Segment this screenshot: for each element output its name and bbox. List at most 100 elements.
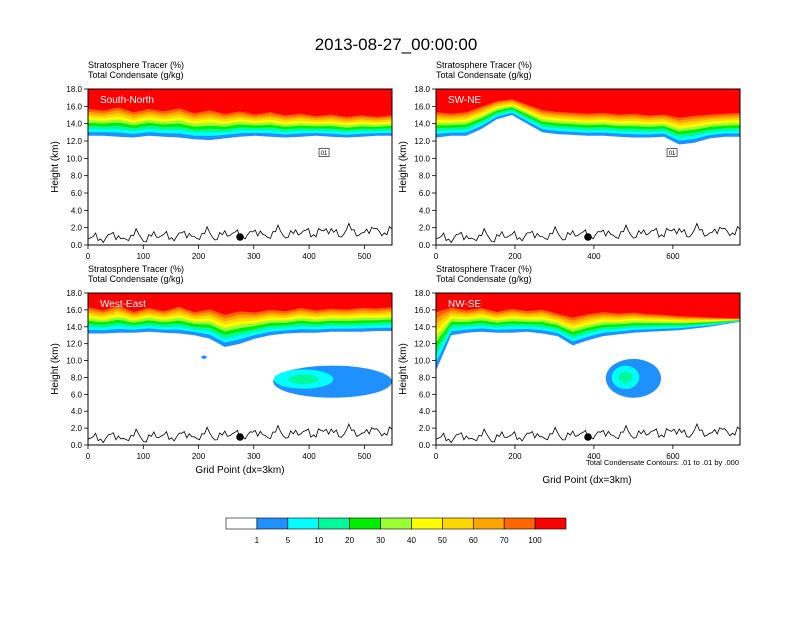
plot-area	[88, 293, 392, 444]
panel-label: SW-NE	[448, 95, 481, 106]
y-tick-label: 4.0	[419, 206, 431, 215]
x-tick-label: 300	[247, 252, 261, 261]
colorbar-swatch	[411, 517, 443, 530]
colorbar-swatch	[318, 517, 350, 530]
y-tick-label: 10.0	[66, 154, 82, 163]
tracer-band	[436, 89, 740, 118]
panel-label: West-East	[100, 299, 146, 310]
contour-label: 01	[669, 151, 676, 157]
plot-frame	[87, 292, 393, 446]
panel-sw-ne: Stratosphere Tracer (%)Total Condensate …	[398, 60, 741, 261]
x-tick-label: 0	[434, 452, 439, 461]
colorbar-swatch	[349, 517, 381, 530]
tracer-band	[88, 89, 392, 117]
x-tick-label: 0	[86, 252, 91, 261]
y-tick-label: 18.0	[66, 85, 82, 94]
x-tick-label: 300	[247, 452, 261, 461]
panel-nw-se: Stratosphere Tracer (%)Total Condensate …	[398, 264, 741, 461]
colorbar-label: 5	[286, 536, 291, 545]
x-tick-label: 100	[137, 452, 151, 461]
field-label: Total Condensate (g/kg)	[436, 274, 532, 284]
y-tick-label: 12.0	[66, 137, 82, 146]
x-tick-label: 500	[358, 452, 372, 461]
location-marker	[584, 233, 592, 241]
colorbar-label: 70	[500, 536, 509, 545]
y-tick-label: 8.0	[71, 373, 83, 382]
colorbar-swatch	[534, 517, 567, 530]
x-axis-label-right: Grid Point (dx=3km)	[542, 475, 631, 486]
y-tick-label: 0.0	[71, 241, 83, 250]
cloud-core-inner	[618, 371, 633, 384]
field-label: Total Condensate (g/kg)	[436, 70, 532, 80]
cloud-core-inner	[288, 374, 319, 384]
colorbar-swatch	[256, 517, 289, 530]
x-tick-label: 400	[302, 452, 316, 461]
colorbar-label: 30	[376, 536, 385, 545]
y-axis-label: Height (km)	[50, 141, 61, 193]
plot-area: 01	[436, 89, 740, 244]
x-tick-label: 200	[192, 252, 206, 261]
x-tick-label: 100	[137, 252, 151, 261]
plot-frame	[435, 292, 741, 446]
colorbar-label: 50	[438, 536, 447, 545]
colorbar-label: 100	[528, 536, 542, 545]
y-tick-label: 16.0	[66, 306, 82, 315]
contour-note: Total Condensate Contours: .01 to .01 by…	[586, 458, 739, 467]
y-tick-label: 8.0	[419, 373, 431, 382]
y-tick-label: 12.0	[414, 137, 430, 146]
y-tick-label: 10.0	[414, 154, 430, 163]
y-tick-label: 14.0	[414, 323, 430, 332]
y-tick-label: 4.0	[71, 407, 83, 416]
colorbar-swatch	[503, 517, 536, 530]
y-tick-label: 6.0	[71, 390, 83, 399]
field-label: Total Condensate (g/kg)	[88, 274, 184, 284]
location-marker	[236, 233, 244, 241]
tracer-band	[88, 293, 392, 315]
y-tick-label: 16.0	[66, 102, 82, 111]
contour-label-box	[666, 148, 678, 157]
plot-area: 01	[88, 89, 392, 244]
y-tick-label: 2.0	[419, 424, 431, 433]
y-tick-label: 8.0	[71, 172, 83, 181]
colorbar-label: 20	[345, 536, 354, 545]
y-tick-label: 6.0	[419, 189, 431, 198]
x-tick-label: 400	[587, 252, 601, 261]
y-tick-label: 2.0	[71, 224, 83, 233]
y-tick-label: 0.0	[71, 441, 83, 450]
y-tick-label: 0.0	[419, 241, 431, 250]
x-tick-label: 200	[192, 452, 206, 461]
field-label: Stratosphere Tracer (%)	[88, 60, 184, 70]
location-marker	[584, 433, 592, 441]
x-tick-label: 600	[666, 452, 680, 461]
location-marker	[236, 433, 244, 441]
y-tick-label: 18.0	[66, 289, 82, 298]
figure-title: 2013-08-27_00:00:00	[315, 35, 478, 54]
x-tick-label: 0	[434, 252, 439, 261]
y-tick-label: 2.0	[71, 424, 83, 433]
x-axis-label-left: Grid Point (dx=3km)	[195, 465, 284, 476]
x-tick-label: 200	[508, 452, 522, 461]
colorbar-label: 1	[255, 536, 260, 545]
y-tick-label: 6.0	[419, 390, 431, 399]
panels: Stratosphere Tracer (%)Total Condensate …	[50, 60, 741, 461]
panel-south-north: Stratosphere Tracer (%)Total Condensate …	[50, 60, 393, 261]
y-tick-label: 16.0	[414, 306, 430, 315]
panel-label: NW-SE	[448, 299, 481, 310]
x-tick-label: 500	[358, 252, 372, 261]
plot-area	[436, 293, 740, 444]
colorbar-label: 60	[469, 536, 478, 545]
y-axis-label: Height (km)	[398, 141, 409, 193]
contour-label-box	[318, 148, 330, 157]
colorbar-swatch	[287, 517, 320, 530]
y-tick-label: 12.0	[66, 340, 82, 349]
field-label: Stratosphere Tracer (%)	[436, 264, 532, 274]
x-tick-label: 600	[666, 252, 680, 261]
tracer-band	[436, 293, 740, 319]
field-label: Stratosphere Tracer (%)	[88, 264, 184, 274]
colorbar-swatch	[225, 517, 258, 530]
plot-frame	[435, 88, 741, 246]
y-tick-label: 10.0	[414, 357, 430, 366]
colorbar-swatch	[380, 517, 412, 530]
y-tick-label: 12.0	[414, 340, 430, 349]
